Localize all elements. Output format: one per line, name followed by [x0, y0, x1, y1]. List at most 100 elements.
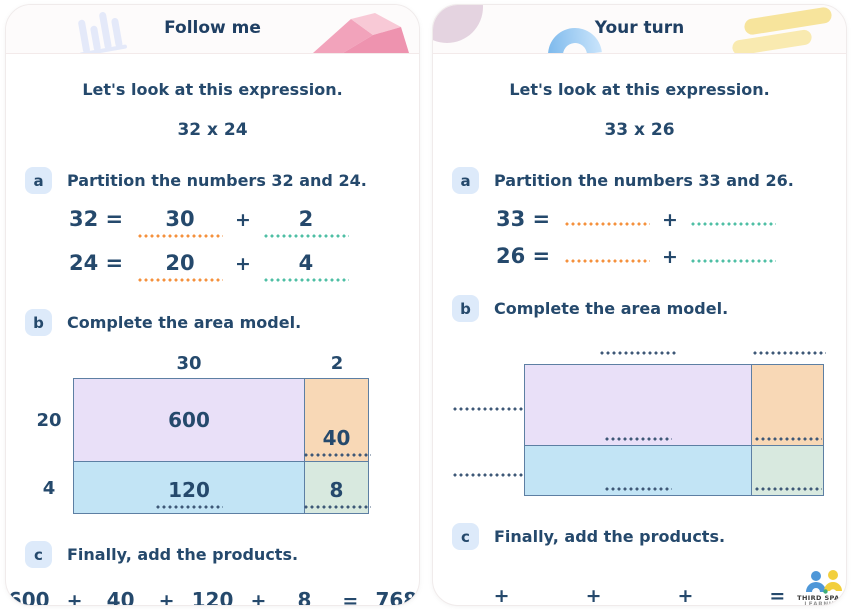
- area-cell-bottom-right: 8: [302, 462, 371, 514]
- col-header-ones: [752, 339, 826, 364]
- partition-blank-ones[interactable]: 4: [262, 251, 349, 282]
- card-title: Your turn: [594, 18, 685, 38]
- area-cell-top-left: [524, 364, 752, 446]
- partition-lhs: 24 =: [69, 251, 124, 275]
- section-c-chip: c: [25, 541, 52, 568]
- partition-blank-tens[interactable]: 20: [137, 251, 223, 282]
- partition-blank-tens[interactable]: 30: [137, 207, 223, 238]
- section-b-chip: b: [452, 295, 479, 322]
- section-a-chip: a: [25, 167, 52, 194]
- area-cell-bottom-right: [752, 446, 824, 496]
- partition-row: 33 = +: [496, 207, 827, 231]
- equation-term-1[interactable]: 600: [6, 588, 61, 605]
- area-cell-top-left: 600: [73, 378, 305, 462]
- follow-me-card: Follow me Let's look at this expression.…: [5, 4, 420, 606]
- plus-sign: +: [235, 209, 251, 231]
- area-cell-value: 600: [168, 408, 210, 432]
- area-model: 30 2 20 600 40 4 120 8: [25, 350, 400, 514]
- logo-icon: [806, 570, 843, 594]
- plus-sign: +: [250, 590, 267, 606]
- area-blank[interactable]: [452, 403, 524, 411]
- area-blank[interactable]: 8: [302, 478, 371, 509]
- section-a-instruction: Partition the numbers 33 and 26.: [494, 171, 794, 190]
- plus-sign: +: [662, 246, 678, 268]
- plus-sign: +: [66, 590, 83, 606]
- expression-prompt: Let's look at this expression.: [82, 80, 343, 99]
- area-cell-bottom-left: 120: [73, 462, 305, 514]
- equals-sign: =: [769, 585, 786, 606]
- col-header-tens: [524, 339, 752, 364]
- area-cell-bottom-left: [524, 446, 752, 496]
- section-c: c Finally, add the products.: [452, 523, 827, 550]
- partition-blank-tens[interactable]: [564, 219, 650, 226]
- expression-prompt: Let's look at this expression.: [509, 80, 770, 99]
- plus-sign: +: [235, 253, 251, 275]
- row-header-tens: 20: [36, 409, 62, 431]
- partition-lhs: 26 =: [496, 244, 551, 268]
- section-a: a Partition the numbers 32 and 24.: [25, 167, 400, 194]
- area-blank[interactable]: [604, 434, 672, 441]
- section-b-chip: b: [25, 309, 52, 336]
- area-blank[interactable]: 40: [302, 426, 371, 457]
- your-turn-card: Your turn Let's look at this expression.…: [432, 4, 847, 606]
- expression-value: 32 x 24: [177, 120, 248, 140]
- area-blank[interactable]: [753, 484, 822, 491]
- section-a-chip: a: [452, 167, 479, 194]
- area-cell-top-right: [752, 364, 824, 446]
- row-header-tens: [452, 395, 524, 416]
- row-header-ones: 4: [42, 477, 56, 499]
- area-blank[interactable]: 120: [155, 478, 223, 509]
- col-header-tens: 30: [176, 353, 202, 374]
- follow-me-body: Let's look at this expression. 32 x 24 a…: [6, 80, 419, 606]
- area-blank[interactable]: [604, 484, 672, 491]
- plus-sign: +: [158, 590, 175, 606]
- gem-icon: [313, 13, 409, 53]
- partition-row: 24 = 20 + 4: [69, 251, 400, 282]
- partition-blank-tens[interactable]: [564, 256, 650, 263]
- section-c: c Finally, add the products.: [25, 541, 400, 568]
- section-c-chip: c: [452, 523, 479, 550]
- card-title: Follow me: [164, 18, 261, 38]
- area-blank[interactable]: [753, 434, 822, 441]
- partition-lhs: 32 =: [69, 207, 124, 231]
- partition-blank-ones[interactable]: [689, 256, 776, 263]
- partition-blank-ones[interactable]: 2: [262, 207, 349, 238]
- equation-term-3[interactable]: 120: [180, 588, 245, 605]
- model-corner: [25, 350, 73, 378]
- section-b: b Complete the area model.: [25, 309, 400, 336]
- equation-result[interactable]: 768: [364, 588, 419, 605]
- equation-term-2[interactable]: 40: [88, 588, 153, 605]
- section-c-instruction: Finally, add the products.: [67, 545, 299, 564]
- expression-value: 33 x 26: [604, 120, 675, 140]
- col-header-ones: 2: [330, 353, 344, 374]
- third-space-learning-logo: THIRD SPACE LEARNING: [797, 570, 846, 605]
- area-model: [452, 336, 827, 496]
- section-a: a Partition the numbers 33 and 26.: [452, 167, 827, 194]
- products-equation: + + + = THIRD SP: [452, 570, 846, 606]
- partition-row: 26 = +: [496, 244, 827, 268]
- equals-sign: =: [342, 590, 359, 606]
- row-header-ones: [452, 461, 524, 482]
- follow-me-header: Follow me: [6, 5, 419, 54]
- your-turn-header: Your turn: [433, 5, 846, 54]
- your-turn-body: Let's look at this expression. 33 x 26 a…: [433, 80, 846, 606]
- section-c-instruction: Finally, add the products.: [494, 527, 726, 546]
- partition-blank-ones[interactable]: [689, 219, 776, 226]
- section-b: b Complete the area model.: [452, 295, 827, 322]
- arch-icon: [548, 28, 602, 53]
- plus-sign: +: [662, 209, 678, 231]
- plus-sign: +: [677, 585, 694, 606]
- stripes-icon: [78, 12, 127, 53]
- area-blank[interactable]: [599, 348, 677, 355]
- products-equation: 600 + 40 + 120 + 8 = 768: [6, 588, 419, 606]
- area-blank[interactable]: [452, 469, 524, 477]
- area-blank[interactable]: [752, 348, 826, 355]
- section-b-instruction: Complete the area model.: [494, 299, 729, 318]
- partition-lhs: 33 =: [496, 207, 551, 231]
- partition-row: 32 = 30 + 2: [69, 207, 400, 238]
- equation-result-area: THIRD SPACE LEARNING: [791, 570, 846, 605]
- equation-term-4[interactable]: 8: [272, 588, 337, 605]
- model-corner: [452, 336, 524, 364]
- area-cell-top-right: 40: [302, 378, 371, 462]
